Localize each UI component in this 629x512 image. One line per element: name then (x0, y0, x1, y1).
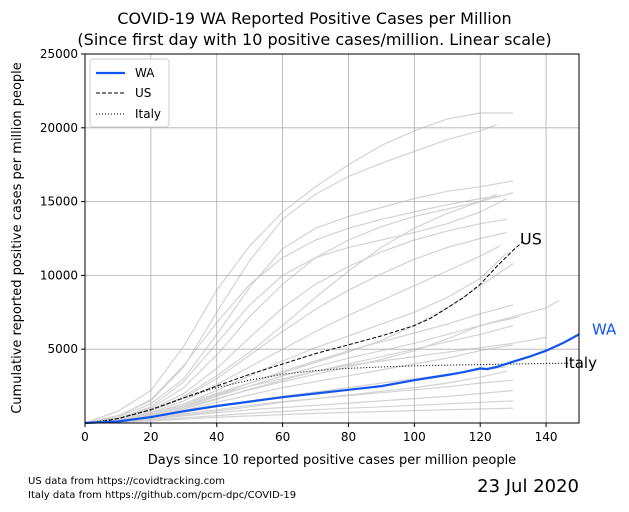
legend-label-wa: WA (135, 66, 155, 80)
report-date: 23 Jul 2020 (477, 476, 579, 497)
background-series-line (84, 304, 514, 424)
series-end-labels: WA US Italy (520, 229, 617, 372)
gridlines (85, 53, 579, 423)
x-axis-label: Days since 10 reported positive cases pe… (148, 453, 516, 468)
background-series-line (84, 192, 514, 424)
background-series-line (84, 218, 507, 424)
background-series-line (84, 124, 497, 424)
y-axis-label: Cumulative reported positive cases per m… (10, 62, 25, 414)
axis-ticks: 0 20 40 60 80 100 120 140 5000 10000 15000 20000 250… (40, 47, 558, 444)
x-tick-label: 80 (341, 430, 356, 444)
x-tick-label: 60 (275, 430, 290, 444)
x-tick-label: 20 (143, 430, 158, 444)
y-tick-label: 20000 (40, 121, 78, 135)
plot-frame (84, 53, 580, 424)
background-series-line (84, 112, 514, 424)
x-tick-label: 40 (209, 430, 224, 444)
end-label-wa: WA (592, 320, 617, 338)
background-series-line (84, 407, 514, 424)
chart-title: COVID-19 WA Reported Positive Cases per … (117, 9, 512, 28)
source-note-us: US data from https://covidtracking.com (28, 476, 225, 487)
background-series-group (84, 112, 560, 424)
chart-subtitle: (Since first day with 10 positive cases/… (77, 30, 552, 49)
series-line-wa (84, 333, 580, 425)
x-tick-label: 0 (81, 430, 89, 444)
background-series-line (84, 180, 514, 424)
legend-box (89, 58, 170, 128)
background-series-line (84, 299, 560, 424)
x-tick-label: 100 (403, 430, 426, 444)
background-series-line (84, 263, 514, 424)
background-series-line (84, 400, 514, 424)
background-series-line (84, 252, 507, 424)
highlighted-series-group (84, 241, 580, 425)
legend-label-us: US (135, 86, 151, 100)
background-series-line (84, 198, 507, 424)
y-tick-label: 15000 (40, 195, 78, 209)
background-series-line (84, 195, 501, 424)
background-series-line (84, 193, 497, 424)
legend-label-italy: Italy (135, 107, 161, 121)
background-series-line (84, 370, 507, 424)
source-note-italy: Italy data from https://github.com/pcm-d… (28, 490, 297, 501)
end-label-italy: Italy (564, 354, 597, 372)
y-tick-label: 10000 (40, 268, 78, 282)
x-tick-label: 140 (535, 430, 558, 444)
legend: WA US Italy (89, 58, 170, 128)
end-label-us: US (520, 229, 542, 248)
background-series-line (84, 245, 501, 424)
x-tick-label: 120 (469, 430, 492, 444)
y-tick-label: 5000 (47, 342, 78, 356)
series-line-us (84, 241, 524, 424)
y-tick-label: 25000 (40, 47, 78, 61)
